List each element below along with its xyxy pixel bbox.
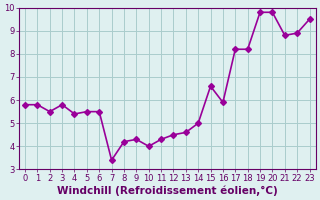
X-axis label: Windchill (Refroidissement éolien,°C): Windchill (Refroidissement éolien,°C) (57, 185, 278, 196)
